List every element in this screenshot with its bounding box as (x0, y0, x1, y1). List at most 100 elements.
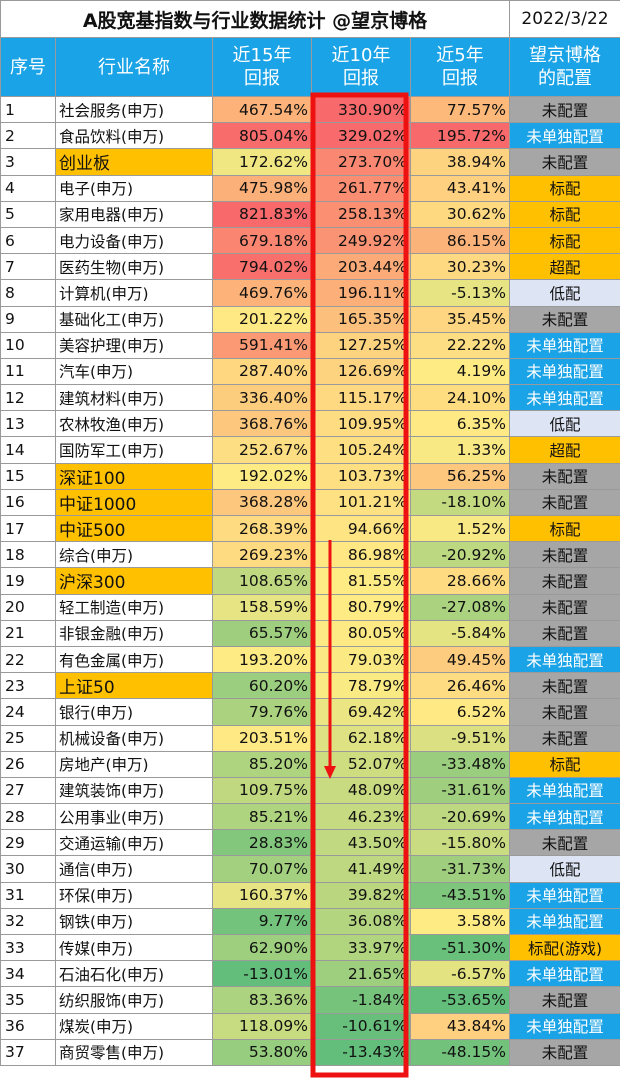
table-row: 22 有色金属(申万) 193.20% 79.03% 49.45% 未单独配置 (0, 645, 620, 674)
row-return-5y: 1.52% (409, 514, 511, 543)
row-return-5y: 6.35% (409, 410, 511, 438)
row-return-15y: 65.57% (212, 619, 312, 647)
row-return-15y: 469.76% (212, 279, 312, 307)
row-return-10y: 115.17% (311, 384, 411, 412)
row-industry-name: 上证50 (55, 672, 213, 700)
table-row: 8 计算机(申万) 469.76% 196.11% -5.13% 低配 (0, 279, 620, 307)
row-return-5y: 22.22% (409, 331, 511, 359)
row-index: 12 (0, 384, 56, 412)
row-return-10y: 105.24% (311, 436, 411, 464)
table-row: 17 中证500 268.39% 94.66% 1.52% 标配 (0, 514, 620, 543)
row-return-5y: -6.57% (409, 960, 511, 988)
row-index: 14 (0, 436, 56, 464)
row-return-15y: 172.62% (212, 148, 312, 176)
row-industry-name: 电力设备(申万) (55, 226, 213, 255)
row-index: 28 (0, 803, 56, 831)
row-industry-name: 房地产(申万) (55, 750, 213, 778)
row-config-badge: 未单独配置 (509, 803, 620, 831)
table-row: 6 电力设备(申万) 679.18% 249.92% 86.15% 标配 (0, 226, 620, 255)
row-config-badge: 标配 (509, 226, 620, 255)
row-return-10y: 101.21% (311, 488, 411, 517)
row-return-5y: 3.58% (409, 907, 511, 936)
row-return-5y: 26.46% (409, 672, 511, 700)
row-return-5y: 43.84% (409, 1012, 511, 1040)
row-return-10y: -1.84% (311, 986, 411, 1014)
row-config-badge: 超配 (509, 253, 620, 281)
row-config-badge: 未配置 (509, 1038, 620, 1066)
row-industry-name: 中证500 (55, 514, 213, 543)
row-return-15y: 201.22% (212, 305, 312, 333)
row-industry-name: 纺织服饰(申万) (55, 986, 213, 1014)
row-return-10y: 258.13% (311, 200, 411, 228)
row-return-10y: 48.09% (311, 776, 411, 805)
header-return-15y-line1: 近15年 (232, 45, 292, 66)
row-return-15y: 252.67% (212, 436, 312, 464)
row-return-10y: -10.61% (311, 1012, 411, 1040)
table-row: 30 通信(申万) 70.07% 41.49% -31.73% 低配 (0, 855, 620, 883)
row-return-10y: 273.70% (311, 148, 411, 176)
row-config-badge: 低配 (509, 279, 620, 307)
table-row: 28 公用事业(申万) 85.21% 46.23% -20.69% 未单独配置 (0, 803, 620, 831)
row-industry-name: 社会服务(申万) (55, 95, 213, 124)
row-industry-name: 深证100 (55, 462, 213, 490)
row-return-10y: 81.55% (311, 567, 411, 595)
row-industry-name: 基础化工(申万) (55, 305, 213, 333)
row-industry-name: 非银金融(申万) (55, 619, 213, 647)
row-config-badge: 未单独配置 (509, 122, 620, 150)
row-industry-name: 美容护理(申万) (55, 331, 213, 359)
row-return-15y: 336.40% (212, 384, 312, 412)
row-return-5y: -5.13% (409, 279, 511, 307)
table-row: 33 传媒(申万) 62.90% 33.97% -51.30% 标配(游戏) (0, 933, 620, 962)
row-config-badge: 未单独配置 (509, 357, 620, 386)
row-return-10y: 249.92% (311, 226, 411, 255)
row-config-badge: 未单独配置 (509, 331, 620, 359)
row-industry-name: 综合(申万) (55, 541, 213, 569)
row-config-badge: 未配置 (509, 986, 620, 1014)
row-return-10y: 196.11% (311, 279, 411, 307)
row-config-badge: 超配 (509, 436, 620, 464)
row-return-5y: -48.15% (409, 1038, 511, 1066)
row-config-badge: 标配 (509, 514, 620, 543)
row-config-badge: 未单独配置 (509, 881, 620, 909)
row-return-10y: 41.49% (311, 855, 411, 883)
row-return-15y: 28.83% (212, 829, 312, 857)
row-index: 18 (0, 541, 56, 569)
row-return-10y: 86.98% (311, 541, 411, 569)
row-return-10y: 52.07% (311, 750, 411, 778)
table-row: 15 深证100 192.02% 103.73% 56.25% 未配置 (0, 462, 620, 490)
row-index: 22 (0, 645, 56, 674)
row-return-15y: 679.18% (212, 226, 312, 255)
row-return-15y: 70.07% (212, 855, 312, 883)
row-index: 21 (0, 619, 56, 647)
row-config-badge: 标配 (509, 750, 620, 778)
row-return-10y: 94.66% (311, 514, 411, 543)
table-row: 24 银行(申万) 79.76% 69.42% 6.52% 未配置 (0, 698, 620, 726)
table-body: 1 社会服务(申万) 467.54% 330.90% 77.57% 未配置 2 食品饮料(申万… (0, 95, 620, 1066)
row-config-badge: 未配置 (509, 724, 620, 752)
header-return-10y-line1: 近10年 (331, 45, 391, 66)
row-return-5y: -18.10% (409, 488, 511, 517)
row-return-15y: 60.20% (212, 672, 312, 700)
row-return-10y: 330.90% (311, 95, 411, 124)
row-return-15y: 467.54% (212, 95, 312, 124)
row-config-badge: 未单独配置 (509, 1012, 620, 1040)
row-return-15y: 591.41% (212, 331, 312, 359)
row-return-15y: 821.83% (212, 200, 312, 228)
table-row: 4 电子(申万) 475.98% 261.77% 43.41% 标配 (0, 174, 620, 202)
title-row: A股宽基指数与行业数据统计 @望京博格 2022/3/22 (0, 0, 620, 38)
table-row: 27 建筑装饰(申万) 109.75% 48.09% -31.61% 未单独配置 (0, 776, 620, 805)
row-index: 3 (0, 148, 56, 176)
table-row: 7 医药生物(申万) 794.02% 203.44% 30.23% 超配 (0, 253, 620, 281)
row-index: 29 (0, 829, 56, 857)
table-row: 18 综合(申万) 269.23% 86.98% -20.92% 未配置 (0, 541, 620, 569)
row-index: 16 (0, 488, 56, 517)
row-return-5y: -43.51% (409, 881, 511, 909)
row-index: 10 (0, 331, 56, 359)
row-config-badge: 未配置 (509, 462, 620, 490)
header-config: 望京博格 的配置 (509, 37, 620, 97)
row-config-badge: 未配置 (509, 567, 620, 595)
row-return-15y: 203.51% (212, 724, 312, 752)
row-industry-name: 电子(申万) (55, 174, 213, 202)
row-return-5y: 24.10% (409, 384, 511, 412)
row-industry-name: 医药生物(申万) (55, 253, 213, 281)
